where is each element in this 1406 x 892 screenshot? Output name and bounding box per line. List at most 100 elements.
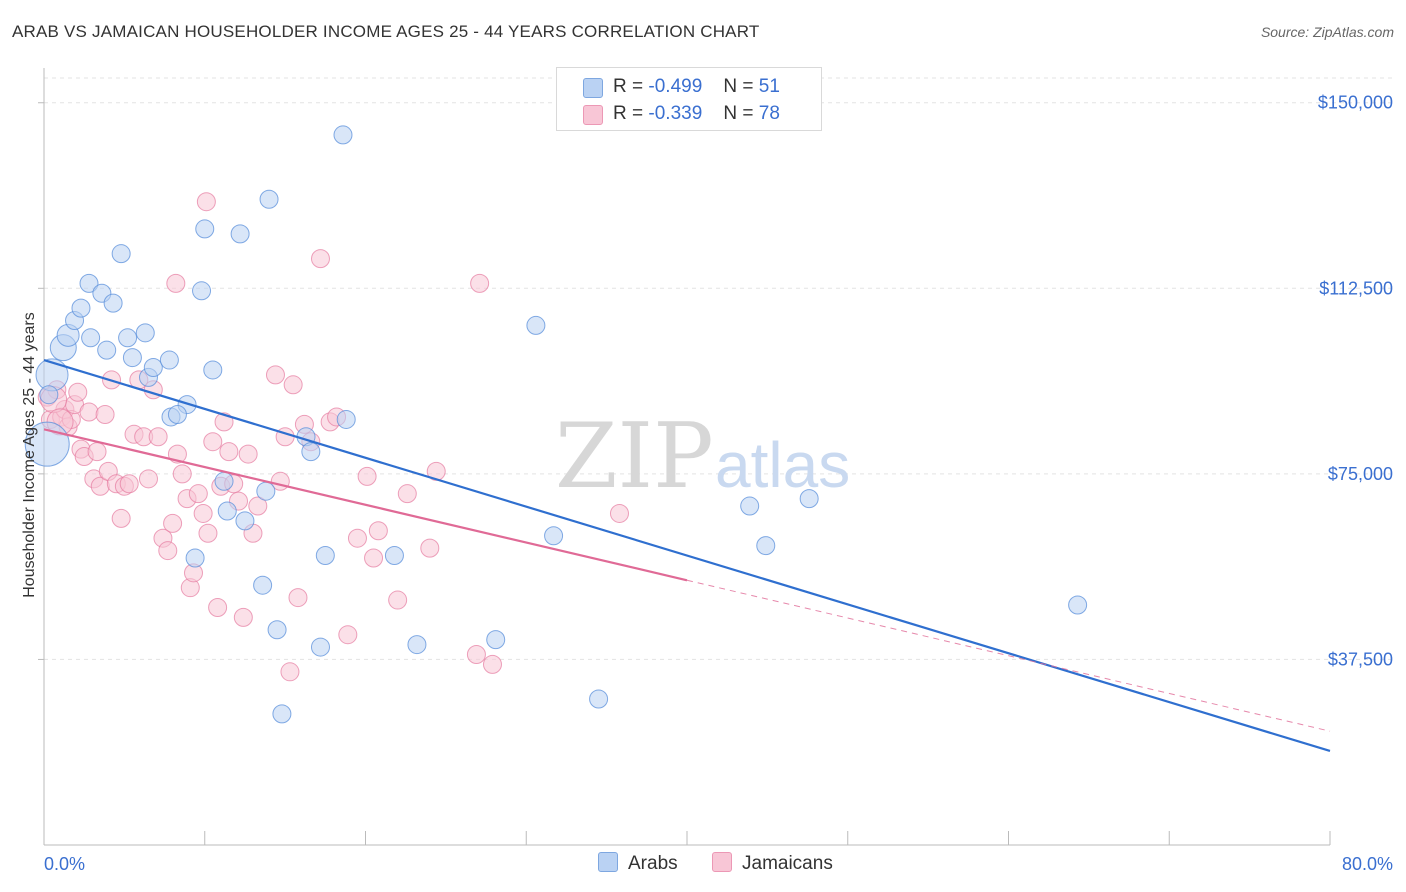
y-tick-label: $37,500 [1328,649,1393,669]
jamaicans-point [188,484,208,504]
trend-line-arabs [43,359,1331,753]
arabs-point [159,350,179,370]
watermark: ZIP atlas [555,404,850,509]
trend-lines [43,359,1331,753]
jamaicans-point [238,444,258,464]
jamaicans-point [420,538,440,558]
jamaicans-point [368,521,388,541]
arabs-point [203,360,223,380]
jamaicans-point [166,273,186,293]
trend-extension-jamaicans [686,579,1331,732]
jamaicans-point [248,496,268,516]
arabs-point [103,293,123,313]
arabs-point [272,704,292,724]
arabs-point [81,328,101,348]
jamaicans-point [609,503,629,523]
chart-title: ARAB VS JAMAICAN HOUSEHOLDER INCOME AGES… [12,22,760,41]
jamaicans-point [388,590,408,610]
arabs-point [384,546,404,566]
jamaicans-point [283,375,303,395]
jamaicans-point [357,466,377,486]
jamaicans-point [233,607,253,627]
jamaicans-point [79,402,99,422]
arabs-point [301,442,321,462]
jamaicans-point [138,469,158,489]
arabs-point [135,323,155,343]
legend-r-value: -0.339 [648,103,703,124]
legend-swatch-jamaicans [583,105,603,125]
jamaicans-point [214,412,234,432]
trend-line-jamaicans [43,428,688,582]
jamaicans-point [172,464,192,484]
arabs-point [217,501,237,521]
legend-n-value: 51 [758,76,780,97]
jamaicans-point [158,541,178,561]
bottom-legend-swatch-arabs [598,852,618,872]
jamaicans-point [95,404,115,424]
arabs-point [259,189,279,209]
legend-r-value: -0.499 [648,76,703,97]
jamaicans-point [208,597,228,617]
legend-swatch-arabs [583,78,603,98]
arabs-point [333,125,353,145]
arabs-point [230,224,250,244]
y-tick-label: $112,500 [1319,278,1393,298]
arabs-point [192,281,212,301]
arabs-point [79,273,99,293]
arabs-point [122,348,142,368]
arabs-point [256,481,276,501]
jamaicans-point [87,442,107,462]
jamaicans-point [397,484,417,504]
x-tick-label: 80.0% [1342,854,1393,874]
arabs-point [214,471,234,491]
jamaicans-point [119,474,139,494]
bottom-legend-label-arabs: Arabs [628,853,678,874]
arabs-point [756,536,776,556]
jamaicans-point [288,588,308,608]
bottom-legend-swatch-jamaicans [712,852,732,872]
arabs-point [799,489,819,509]
jamaicans-point [265,365,285,385]
arabs-point [71,298,91,318]
arabs-point [185,548,205,568]
arabs-point [235,511,255,531]
jamaicans-point [470,273,490,293]
arabs-point [740,496,760,516]
arabs-point [407,635,427,655]
arabs-point [336,409,356,429]
legend-n-label: N = [723,76,754,97]
grid-lines [44,77,1394,660]
jamaicans-point [203,432,223,452]
legend-r-label: R = [613,76,644,97]
arabs-point [253,575,273,595]
jamaicans-point [310,249,330,269]
bottom-legend-label-jamaicans: Jamaicans [742,853,833,874]
arabs-point [310,637,330,657]
source-credit: Source: ZipAtlas.com [1260,24,1394,40]
bottom-legend-arabs: Arabs [598,852,678,875]
jamaicans-point [163,513,183,533]
arabs-point [589,689,609,709]
y-axis-title: Householder Income Ages 25 - 44 years [21,312,38,598]
arabs-point [143,357,163,377]
jamaicans-point [68,382,88,402]
legend-n-value: 78 [758,103,780,124]
watermark-zip: ZIP [555,404,714,509]
arabs-point [267,620,287,640]
jamaicans-point [347,528,367,548]
jamaicans-point [111,508,131,528]
y-tick-label: $75,000 [1328,464,1393,484]
jamaicans-point [196,192,216,212]
arabs-point [1068,595,1088,615]
arabs-point [315,546,335,566]
arabs-point [97,340,117,360]
jamaicans-point [280,662,300,682]
jamaicans-points [37,192,629,682]
jamaicans-point [338,625,358,645]
legend-r-label: R = [613,103,644,124]
y-tick-labels: $37,500 $75,000 $112,500 $150,000 [1318,93,1393,670]
arabs-point [544,526,564,546]
x-tick-label: 0.0% [44,854,85,874]
jamaicans-point [482,654,502,674]
